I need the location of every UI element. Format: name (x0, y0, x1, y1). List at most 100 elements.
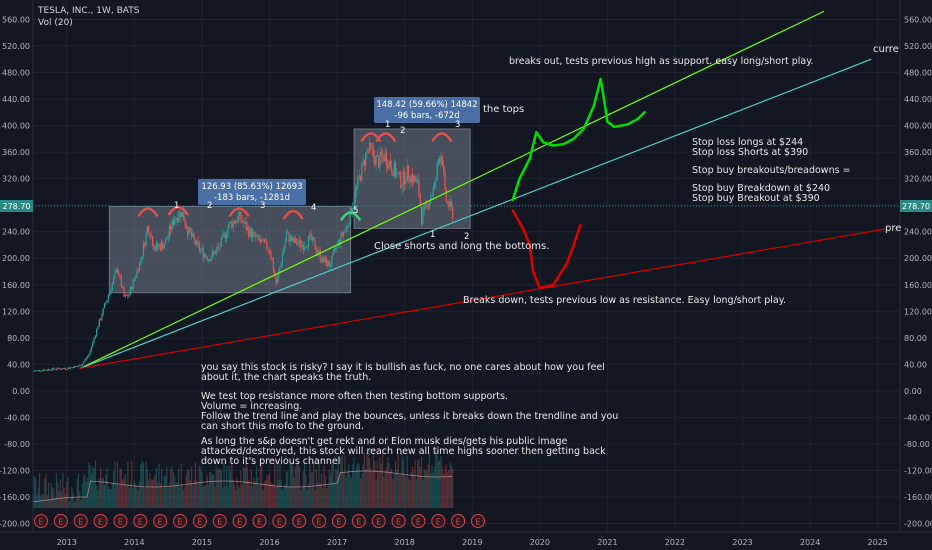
y-tick-label-left: -200.00 (0, 520, 30, 529)
volume-bar (431, 465, 433, 508)
candle-body (109, 291, 111, 296)
candle-body (392, 171, 394, 177)
volume-bar (428, 452, 430, 508)
volume-bar (194, 462, 197, 508)
candle-body (370, 142, 372, 148)
volume-indicator-label: Vol (20) (38, 18, 73, 28)
commentary-line-1: you say this stock is risky? I say it is… (201, 362, 605, 373)
candle-body (346, 225, 349, 227)
candle-body (248, 227, 250, 237)
volume-bar (352, 464, 354, 508)
volume-bar (162, 487, 164, 508)
candle-body (125, 295, 128, 296)
candle-body (423, 205, 425, 211)
volume-bar (54, 498, 56, 508)
candle-body (263, 239, 265, 242)
earnings-marker-circle (53, 514, 68, 528)
earnings-marker-circle (292, 514, 307, 528)
candle-body (185, 225, 187, 229)
volume-bar (263, 481, 265, 508)
volume-bar (187, 469, 189, 508)
candle-body (76, 366, 78, 368)
candle-body (190, 232, 193, 237)
earnings-marker-circle (371, 514, 386, 528)
y-tick-label-left: 120.00 (2, 307, 30, 316)
volume-bar (206, 475, 208, 508)
candle-body (272, 261, 275, 272)
candle-body (99, 319, 102, 321)
candle-body (348, 224, 350, 227)
candle-body (418, 179, 420, 195)
candle-body (157, 243, 159, 248)
volume-bar (440, 455, 442, 508)
candle-body (46, 370, 48, 371)
volume-bar (85, 481, 87, 508)
candle-body (328, 260, 330, 267)
volume-bar (144, 488, 146, 508)
candle-body (307, 235, 310, 247)
volume-bar (270, 482, 272, 508)
commentary-line-5: Volume = increasing. (201, 401, 302, 412)
volume-bar (75, 498, 77, 508)
candle-body (45, 369, 47, 371)
candle-body (83, 361, 85, 364)
measure-label-1: 126.93 (85.63%) 12693 -183 bars, -1281d (198, 179, 306, 205)
candle-body (162, 242, 164, 249)
candle-body (202, 248, 204, 258)
earnings-marker-circle (192, 514, 207, 528)
candle-body (405, 181, 407, 185)
measure-1-line-2: -183 bars, -1281d (214, 193, 290, 203)
volume-bar (344, 455, 346, 508)
candle-body (450, 201, 453, 208)
volume-bar (278, 479, 280, 508)
y-tick-label-left: 80.00 (7, 334, 30, 343)
candle-body (50, 370, 52, 371)
volume-bar (383, 476, 385, 508)
y-tick-label-right: 360.00 (904, 148, 932, 157)
volume-bar (349, 475, 351, 508)
candle-body (179, 211, 181, 218)
candle-body (79, 365, 81, 367)
candle-body (49, 369, 51, 371)
volume-bar (294, 467, 297, 508)
candle-body (304, 247, 306, 251)
volume-bar (210, 471, 212, 508)
candle-body (183, 212, 185, 221)
volume-bar (340, 457, 342, 508)
volume-bar (409, 479, 411, 508)
volume-bar (291, 462, 293, 508)
volume-bar (397, 453, 399, 508)
candle-body (80, 365, 82, 367)
candle-body (40, 371, 42, 372)
candle-body (75, 366, 77, 367)
volume-bar (396, 469, 398, 508)
volume-bar (68, 501, 70, 508)
y-tick-label-left: 320.00 (2, 175, 30, 184)
volume-bar (337, 456, 339, 508)
candle-body (47, 369, 50, 371)
candle-body (97, 326, 99, 329)
top-arc (431, 132, 453, 142)
candle-body (57, 367, 59, 370)
measure-2-line-1: 148.42 (59.66%) 14842 (376, 100, 477, 110)
volume-bar (151, 480, 154, 508)
candle-body (38, 370, 41, 372)
volume-bar (109, 489, 111, 508)
volume-bar (64, 494, 67, 508)
candle-body (301, 244, 303, 247)
volume-bar (244, 468, 246, 508)
candle-body (288, 232, 290, 242)
volume-bar (328, 469, 330, 508)
volume-bar (166, 466, 168, 508)
earnings-marker-label: E (456, 518, 461, 527)
chart-title: TESLA, INC., 1W, BATS (37, 6, 140, 16)
stop-buy-heading: Stop buy breakouts/breadowns = (692, 165, 851, 176)
volume-bar (424, 470, 427, 508)
candle-body (284, 241, 286, 249)
volume-bar (112, 471, 115, 508)
candle-body (71, 367, 73, 369)
volume-bar (310, 472, 312, 508)
top-arc (282, 209, 304, 220)
candle-body (424, 203, 427, 206)
